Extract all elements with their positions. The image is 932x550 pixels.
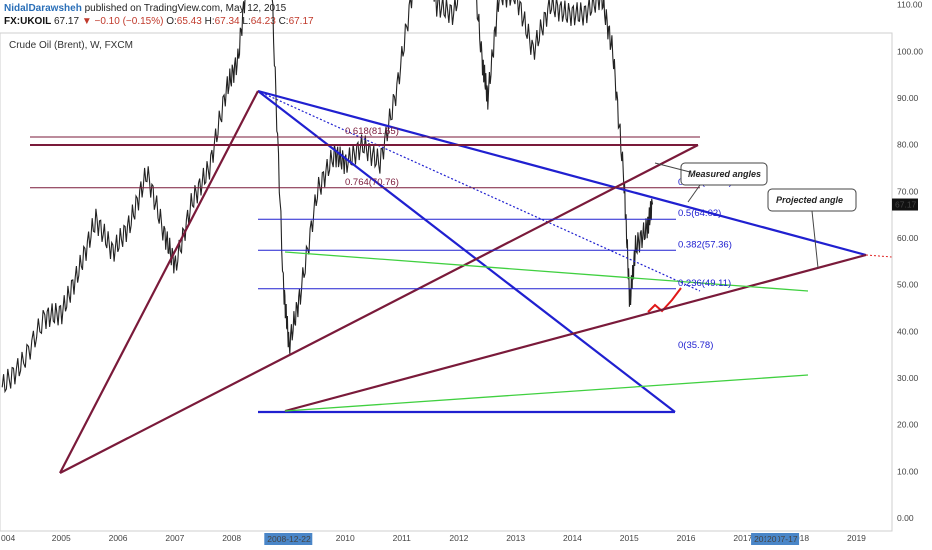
fib-level-label: 0.764(70.76) — [345, 177, 399, 188]
callout-pointer — [654, 162, 691, 173]
x-tick-label: 2012 — [449, 533, 468, 543]
y-tick-label: 40.00 — [897, 326, 919, 336]
maroon-lower-trendline[interactable] — [284, 253, 867, 413]
publisher-line: NidalDarawsheh published on TradingView.… — [4, 3, 286, 14]
y-tick-label: 70.00 — [897, 186, 919, 196]
price-series[interactable] — [1, 0, 654, 394]
maroon-left-line[interactable] — [59, 90, 259, 474]
y-tick-label: 100.00 — [897, 46, 923, 56]
published-text: published on TradingView.com, May 12, 20… — [84, 3, 287, 14]
annotations: Measured angles Projected angle — [654, 162, 857, 269]
dotted-blue-line[interactable] — [257, 90, 701, 292]
y-tick-label: 60.00 — [897, 233, 919, 243]
drawing-tools — [30, 89, 893, 474]
y-tick-label: 20.00 — [897, 420, 919, 430]
current-price-label: 67.17 — [895, 200, 917, 210]
fib-level-label: 0.5(64.02) — [678, 208, 721, 219]
x-tick-label: 2008 — [222, 533, 241, 543]
low-value: 64.23 — [250, 16, 276, 27]
y-tick-label: 30.00 — [897, 373, 919, 383]
x-tick-label: 2011 — [393, 533, 412, 543]
high-label: H: — [204, 16, 215, 27]
green-lower-line[interactable] — [284, 374, 809, 412]
fib-levels: 0(127.74)0.618(81.65)0.764(70.76)0.618(7… — [30, 126, 732, 351]
plot-frame — [0, 32, 893, 532]
x-tick-label: 2014 — [563, 533, 582, 543]
y-tick-label: 0.00 — [897, 513, 914, 523]
callout-pointer — [811, 210, 819, 269]
ohlc-line: FX:UKOIL 67.17 ▼ −0.10 (−0.15%) O:65.43 … — [4, 16, 314, 27]
last-price: 67.17 — [54, 16, 80, 27]
down-arrow-icon: ▼ — [81, 16, 92, 27]
y-tick-label: 90.00 — [897, 93, 919, 103]
fib-level-label: 0.236(49.11) — [678, 278, 731, 289]
callout-box — [680, 162, 768, 186]
change-value: −0.10 (−0.15%) — [94, 16, 164, 27]
y-tick-label: 110.00 — [897, 0, 923, 10]
fib-level-label: 0.618(81.65) — [345, 126, 399, 137]
x-axis: 0042005200620072008200920102011201220132… — [0, 530, 892, 545]
x-tick-label: 2015 — [620, 533, 639, 543]
green-upper-line[interactable] — [284, 251, 809, 292]
x-tick-label: 2018 — [790, 533, 809, 543]
x-tick-label: 2005 — [52, 533, 71, 543]
current-price-tag — [892, 198, 918, 211]
close-value: 67.17 — [288, 16, 314, 27]
callout-label: Measured angles — [688, 169, 761, 179]
close-label: C: — [278, 16, 289, 27]
low-label: L: — [242, 16, 251, 27]
x-tick-label: 004 — [1, 533, 15, 543]
symbol-label[interactable]: FX:UKOIL — [4, 16, 52, 27]
high-value: 67.34 — [214, 16, 240, 27]
upper-blue-trendline[interactable] — [257, 89, 867, 257]
x-tick-label: 2016 — [677, 533, 696, 543]
fib-level-label: 0.382(57.36) — [678, 239, 732, 250]
callout-label: Projected angle — [776, 195, 843, 205]
forecast-path[interactable] — [647, 287, 682, 313]
fib-level-label: 0(35.78) — [678, 340, 713, 351]
callout-pointer — [687, 184, 701, 203]
y-tick-label: 10.00 — [897, 466, 919, 476]
x-tick-label: 2010 — [336, 533, 355, 543]
x-tick-label: 2013 — [506, 533, 525, 543]
open-label: O: — [166, 16, 177, 27]
x-tick-label: 2006 — [109, 533, 128, 543]
x-tick-label: 2007 — [165, 533, 184, 543]
author-name[interactable]: NidalDarawsheh — [4, 3, 82, 14]
open-value: 65.43 — [176, 16, 202, 27]
chart-title: Crude Oil (Brent), W, FXCM — [9, 40, 133, 51]
projection-dotted-line — [865, 254, 893, 258]
y-tick-label: 50.00 — [897, 280, 919, 290]
date-marker-label: 2008-12-22 — [267, 534, 311, 544]
y-tick-label: 80.00 — [897, 140, 919, 150]
date-marker-tag — [766, 533, 778, 545]
plot-area — [0, 0, 893, 532]
y-axis: 160.00150.00140.00130.00120.00110.00100.… — [891, 0, 923, 531]
x-tick-label: 2019 — [847, 533, 866, 543]
date-marker-label: 20 — [767, 534, 777, 544]
date-marker-tag — [264, 533, 313, 545]
x-tick-label: 2017 — [733, 533, 752, 543]
maroon-up-trendline[interactable] — [59, 144, 699, 474]
